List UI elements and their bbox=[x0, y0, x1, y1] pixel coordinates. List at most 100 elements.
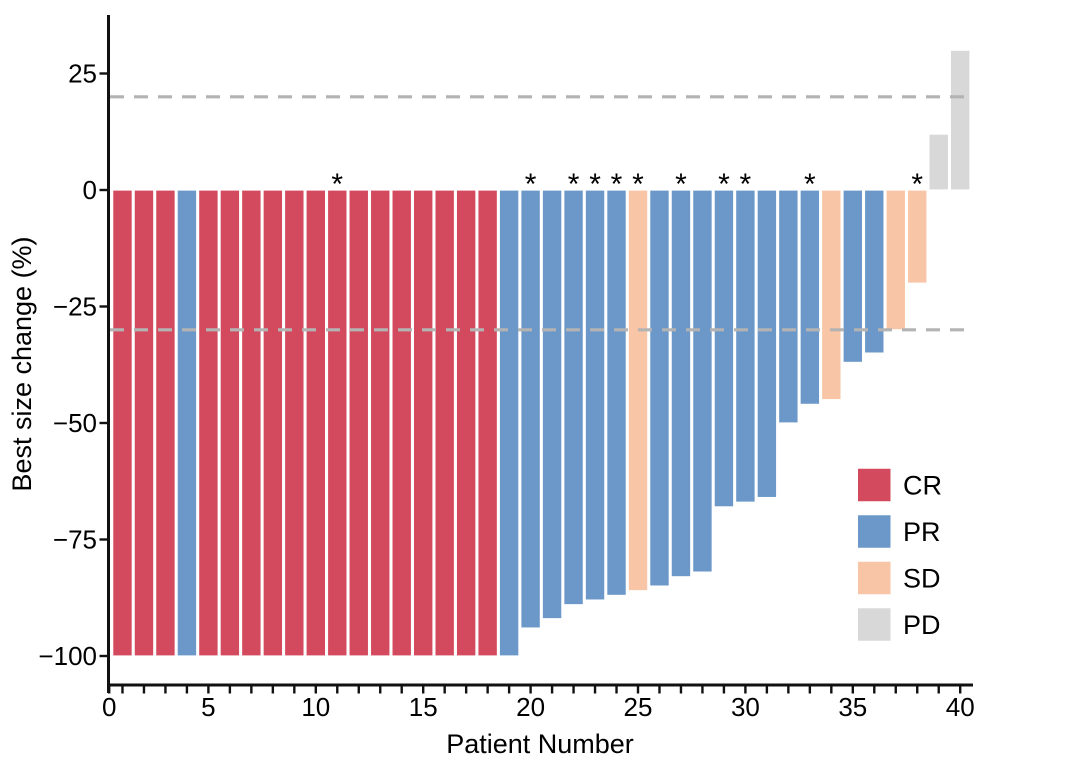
x-tick-17 bbox=[464, 686, 468, 694]
asterisk-patient-20: * bbox=[525, 168, 537, 201]
y-tick-label--75: −75 bbox=[53, 525, 97, 555]
x-tick-12 bbox=[357, 686, 360, 694]
x-tick-label-5: 5 bbox=[201, 692, 215, 722]
x-tick-9 bbox=[293, 686, 296, 694]
legend-item-sd: SD bbox=[858, 561, 941, 595]
bar-patient-32-pr bbox=[777, 189, 799, 424]
x-tick-11 bbox=[336, 686, 339, 694]
x-tick-0 bbox=[108, 686, 111, 694]
bar-patient-18-cr bbox=[477, 189, 499, 657]
legend-item-pr: PR bbox=[858, 515, 941, 548]
bars-layer bbox=[112, 49, 971, 657]
x-tick-label-0: 0 bbox=[102, 692, 116, 722]
x-tick-23 bbox=[593, 686, 597, 694]
asterisk-patient-33: * bbox=[804, 168, 816, 201]
x-tick-13 bbox=[379, 686, 382, 694]
bar-patient-19-pr bbox=[498, 189, 520, 657]
bar-patient-26-pr bbox=[649, 189, 670, 587]
bar-patient-1-cr bbox=[112, 189, 133, 657]
bar-patient-7-cr bbox=[240, 189, 262, 657]
legend-swatch-pr bbox=[858, 515, 891, 548]
x-tick-label-15: 15 bbox=[409, 692, 438, 722]
bar-patient-11-cr bbox=[326, 189, 348, 657]
bar-patient-22-pr bbox=[563, 189, 584, 606]
y-tick--75 bbox=[99, 538, 107, 541]
x-tick-30 bbox=[744, 686, 747, 694]
asterisk-patient-29: * bbox=[718, 168, 730, 201]
bar-patient-5-cr bbox=[198, 189, 219, 657]
x-tick-40 bbox=[959, 686, 962, 694]
asterisk-patient-25: * bbox=[632, 168, 644, 201]
asterisk-patient-23: * bbox=[589, 168, 601, 201]
x-tick-label-40: 40 bbox=[946, 692, 975, 722]
x-tick-14 bbox=[400, 686, 403, 694]
legend-label-pr: PR bbox=[903, 517, 941, 547]
bar-patient-37-sd bbox=[885, 189, 907, 331]
bar-patient-21-pr bbox=[541, 189, 563, 620]
axes-layer: 0 5 10 15 20 25 30 35 40 25 0 −25 −50 −75 −100 bbox=[38, 15, 975, 722]
legend: CR PR SD PD bbox=[858, 468, 942, 641]
bar-patient-40-pd bbox=[949, 49, 971, 191]
bar-patient-10-cr bbox=[305, 189, 327, 657]
x-tick-label-10: 10 bbox=[301, 692, 330, 722]
x-tick-2 bbox=[142, 686, 146, 694]
x-tick-33 bbox=[808, 686, 812, 694]
bar-patient-30-pr bbox=[734, 189, 756, 503]
bar-patient-8-cr bbox=[262, 189, 284, 657]
x-tick-32 bbox=[787, 686, 790, 694]
asterisk-annotations-layer: * * * * * * * * * * * bbox=[331, 168, 923, 201]
bar-patient-15-cr bbox=[412, 189, 434, 657]
bar-patient-6-cr bbox=[219, 189, 241, 657]
asterisk-patient-30: * bbox=[740, 168, 752, 201]
asterisk-patient-22: * bbox=[568, 168, 580, 201]
x-tick-label-25: 25 bbox=[624, 692, 653, 722]
legend-swatch-pd bbox=[858, 608, 891, 641]
bar-patient-2-cr bbox=[133, 189, 155, 657]
bar-patient-13-cr bbox=[369, 189, 391, 657]
bar-patient-20-pr bbox=[520, 189, 541, 629]
x-tick-3 bbox=[164, 686, 167, 694]
x-tick-39 bbox=[937, 686, 940, 694]
x-tick-28 bbox=[701, 686, 704, 694]
x-tick-25 bbox=[636, 686, 640, 694]
x-tick-15 bbox=[422, 686, 425, 694]
y-tick-label-0: 0 bbox=[83, 175, 97, 205]
x-tick-7 bbox=[250, 686, 253, 694]
bar-patient-36-pr bbox=[863, 189, 885, 354]
legend-label-sd: SD bbox=[903, 564, 941, 594]
bar-patient-25-sd bbox=[627, 189, 649, 592]
bar-patient-14-cr bbox=[391, 189, 413, 657]
legend-item-pd: PD bbox=[858, 608, 941, 641]
x-tick-label-35: 35 bbox=[838, 692, 867, 722]
x-tick-16 bbox=[443, 686, 446, 694]
x-tick-35 bbox=[851, 686, 854, 694]
x-tick-5 bbox=[207, 686, 210, 694]
x-tick-4 bbox=[185, 686, 189, 694]
x-axis-line bbox=[107, 683, 973, 687]
asterisk-patient-38: * bbox=[911, 168, 923, 201]
legend-swatch-sd bbox=[858, 561, 891, 595]
y-tick--100 bbox=[99, 654, 107, 658]
y-axis-title: Best size change (%) bbox=[7, 236, 37, 491]
x-tick-22 bbox=[572, 686, 575, 694]
bar-patient-16-cr bbox=[434, 189, 456, 657]
bar-patient-31-pr bbox=[756, 189, 778, 499]
legend-label-pd: PD bbox=[903, 610, 941, 640]
bar-patient-29-pr bbox=[713, 189, 735, 508]
x-tick-20 bbox=[529, 686, 532, 694]
x-tick-6 bbox=[228, 686, 232, 694]
y-tick--25 bbox=[99, 305, 107, 308]
x-tick-34 bbox=[830, 686, 833, 694]
legend-item-cr: CR bbox=[858, 468, 942, 502]
x-tick-10 bbox=[314, 686, 317, 694]
y-tick-25 bbox=[99, 72, 107, 75]
x-tick-38 bbox=[916, 686, 919, 694]
x-tick-27 bbox=[679, 686, 683, 694]
bar-patient-12-cr bbox=[348, 189, 370, 657]
y-tick--50 bbox=[99, 421, 107, 425]
bar-patient-34-sd bbox=[820, 189, 842, 401]
y-tick-label-25: 25 bbox=[68, 59, 97, 89]
bar-patient-28-pr bbox=[692, 189, 713, 573]
